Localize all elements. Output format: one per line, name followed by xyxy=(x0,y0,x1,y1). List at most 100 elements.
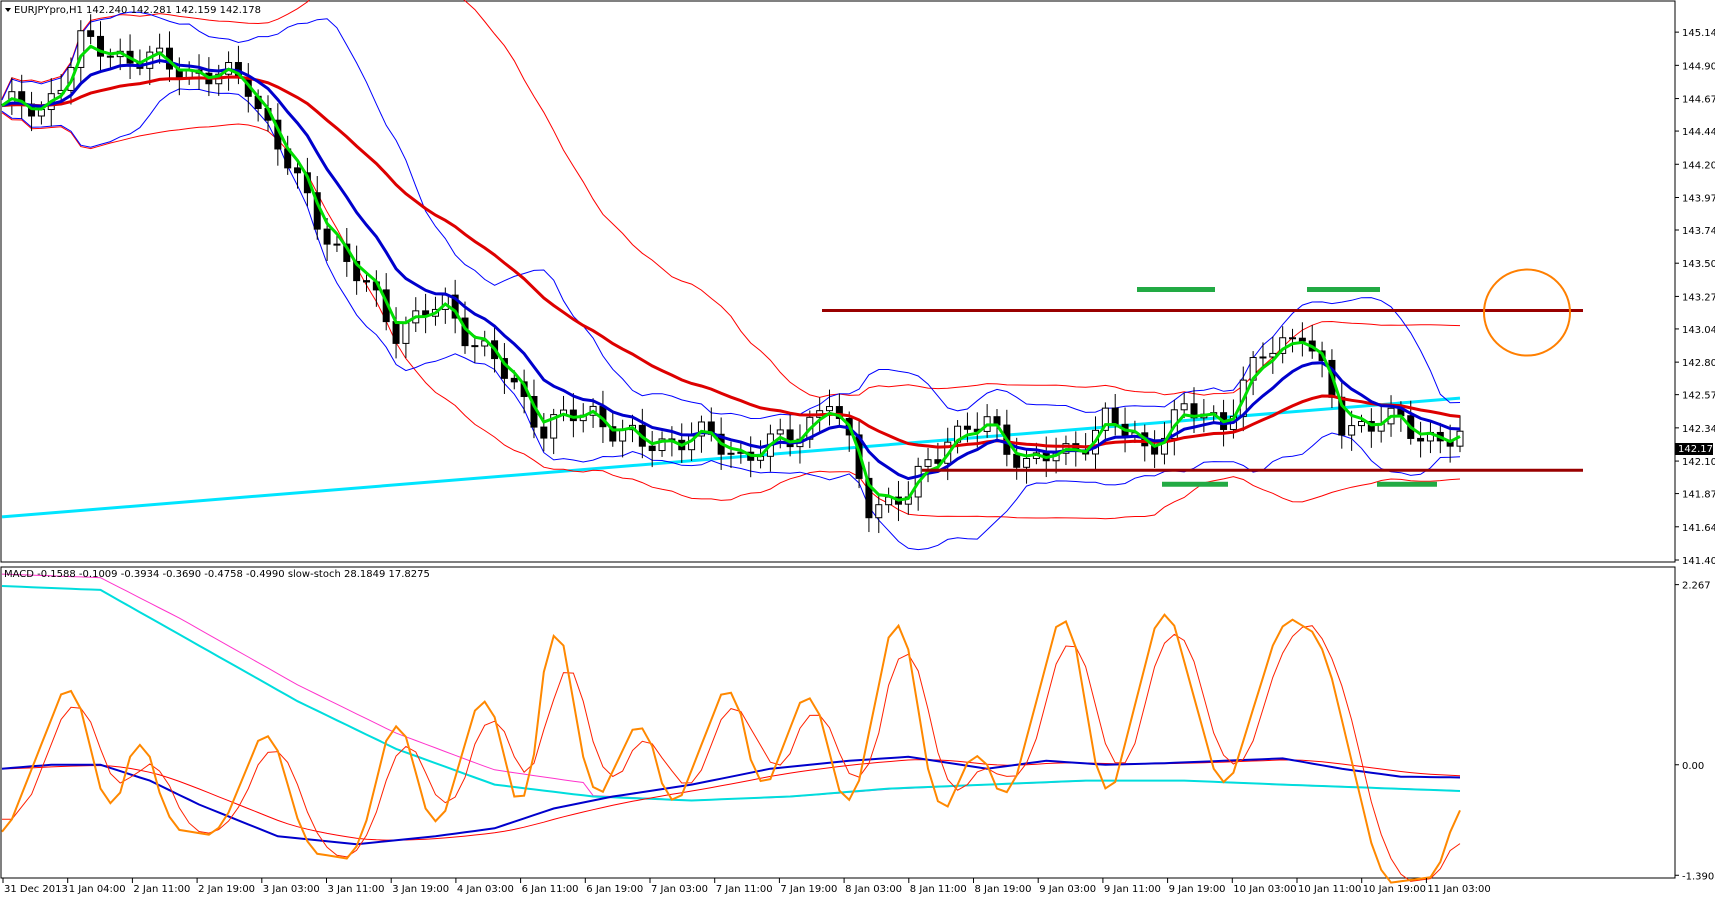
price-tick-label: 144.670 xyxy=(1682,95,1715,106)
candle-body xyxy=(1367,421,1375,432)
candle-body xyxy=(510,377,518,383)
time-tick-label: 6 Jan 11:00 xyxy=(522,884,579,895)
time-tick-label: 3 Jan 11:00 xyxy=(328,884,385,895)
time-tick-label: 4 Jan 03:00 xyxy=(457,884,514,895)
candle-body xyxy=(1289,337,1297,340)
main-price-panel xyxy=(0,0,1676,563)
price-tick-label: 143.505 xyxy=(1682,259,1715,270)
candle-body xyxy=(826,406,834,412)
candle-body xyxy=(648,445,656,452)
candle-body xyxy=(550,414,558,439)
price-axis: 145.140 144.905 144.670 144.440 144.205 143.9… xyxy=(1675,28,1715,567)
candle-body xyxy=(540,426,548,439)
time-tick-label: 8 Jan 19:00 xyxy=(975,884,1032,895)
candle-body xyxy=(609,426,617,442)
candle-body xyxy=(77,30,85,68)
candle-body xyxy=(87,30,95,37)
time-tick-label: 3 Jan 19:00 xyxy=(392,884,449,895)
current-price-marker xyxy=(1675,443,1713,455)
price-tick-label: 142.575 xyxy=(1682,391,1715,402)
candle-body xyxy=(1279,337,1287,354)
bollinger-inner-upper xyxy=(1,11,1461,420)
candle-body xyxy=(963,425,971,430)
stoch-main-line xyxy=(1,613,1461,884)
price-tick-label: 144.205 xyxy=(1682,160,1715,171)
macd-slow-line xyxy=(1,585,1461,802)
candle-body xyxy=(106,55,114,58)
indicator-tick-label: -1.3908 xyxy=(1682,871,1715,882)
indicator-tick-label: 0.00 xyxy=(1682,761,1704,772)
time-tick-label: 10 Jan 11:00 xyxy=(1298,884,1361,895)
stoch-signal-line xyxy=(2,625,1461,882)
candle-body xyxy=(451,294,459,319)
candle-body xyxy=(333,243,341,246)
indicator-panel xyxy=(0,566,1676,879)
time-tick-label: 31 Dec 2013 xyxy=(4,884,68,895)
price-tick-label: 144.905 xyxy=(1682,61,1715,72)
candle-body xyxy=(471,345,479,348)
time-axis: 31 Dec 2013 1 Jan 04:00 2 Jan 11:00 2 Jan 1… xyxy=(2,878,1491,895)
candle-body xyxy=(875,504,883,519)
time-tick-label: 7 Jan 03:00 xyxy=(651,884,708,895)
price-plot-area xyxy=(1,0,1583,551)
price-tick-label: 143.040 xyxy=(1682,325,1715,336)
candle-body xyxy=(1259,356,1267,359)
candle-body xyxy=(1023,457,1031,468)
time-tick-label: 7 Jan 19:00 xyxy=(780,884,837,895)
current-price-label: 142.178 xyxy=(1678,444,1715,455)
candle-body xyxy=(402,322,410,344)
candle-body xyxy=(786,429,794,448)
candle-body xyxy=(1101,407,1109,431)
candle-body xyxy=(835,406,843,420)
candle-body xyxy=(658,438,666,452)
price-tick-label: 141.640 xyxy=(1682,523,1715,534)
time-tick-label: 1 Jan 04:00 xyxy=(69,884,126,895)
time-tick-label: 8 Jan 03:00 xyxy=(845,884,902,895)
ema-mid-line xyxy=(1,58,1461,481)
candle-body xyxy=(619,429,627,442)
bollinger-outer-upper xyxy=(1,0,1461,398)
candle-body xyxy=(500,358,508,379)
indicator-panel-header: MACD -0.1588 -0.1009 -0.3934 -0.3690 -0.… xyxy=(4,569,430,580)
candle-body xyxy=(1417,437,1425,442)
candle-body xyxy=(363,280,370,283)
time-tick-label: 11 Jan 03:00 xyxy=(1427,884,1490,895)
macd-signal-line xyxy=(1,759,1461,841)
candle-body xyxy=(697,421,705,437)
candle-body xyxy=(1357,421,1365,427)
time-tick-label: 10 Jan 03:00 xyxy=(1233,884,1296,895)
time-tick-label: 9 Jan 11:00 xyxy=(1104,884,1161,895)
main-panel-header: EURJPYpro,H1 142.240 142.281 142.159 142… xyxy=(14,5,261,16)
price-tick-label: 143.740 xyxy=(1682,226,1715,237)
price-tick-label: 141.875 xyxy=(1682,490,1715,501)
time-tick-label: 7 Jan 11:00 xyxy=(716,884,773,895)
price-tick-label: 142.805 xyxy=(1682,358,1715,369)
candle-body xyxy=(1160,437,1168,455)
candle-body xyxy=(924,459,932,467)
indicator-tick-label: 2.267 xyxy=(1682,581,1711,592)
price-tick-label: 144.440 xyxy=(1682,127,1715,138)
candle-body xyxy=(776,429,784,435)
price-tick-label: 142.105 xyxy=(1682,457,1715,468)
symbol-dropdown-icon[interactable] xyxy=(5,8,11,12)
macd-main-line xyxy=(1,755,1461,846)
candle-body xyxy=(1348,425,1356,436)
candle-body xyxy=(1013,453,1021,468)
time-tick-label: 9 Jan 19:00 xyxy=(1169,884,1226,895)
candle-body xyxy=(392,321,400,344)
time-tick-label: 2 Jan 11:00 xyxy=(133,884,190,895)
time-tick-label: 10 Jan 19:00 xyxy=(1363,884,1426,895)
candle-body xyxy=(865,477,873,519)
ema-fast-line xyxy=(1,44,1461,502)
time-tick-label: 3 Jan 03:00 xyxy=(263,884,320,895)
indicator-axis: 2.267 0.00 -1.3908 xyxy=(1675,581,1715,882)
candle-body xyxy=(323,228,331,245)
candle-body xyxy=(294,167,302,174)
time-tick-label: 6 Jan 19:00 xyxy=(586,884,643,895)
candle-body xyxy=(97,35,105,57)
indicator-plot-area xyxy=(1,573,1461,884)
price-tick-label: 141.405 xyxy=(1682,556,1715,567)
time-tick-label: 9 Jan 03:00 xyxy=(1039,884,1096,895)
bollinger-outer-lower xyxy=(1,112,1461,520)
